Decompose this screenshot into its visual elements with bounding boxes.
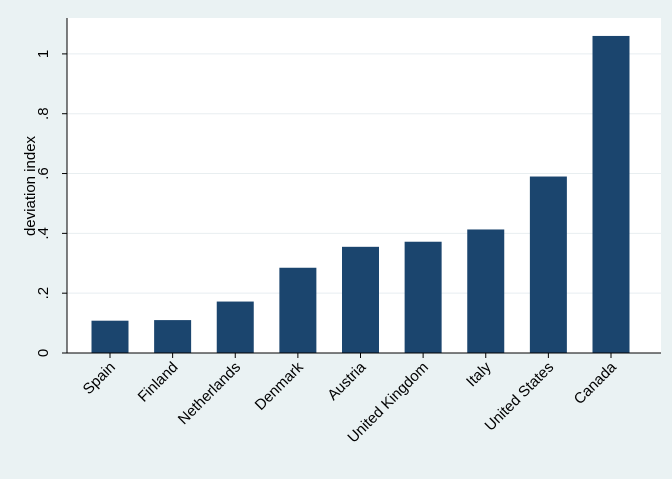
bar bbox=[279, 267, 317, 353]
y-tick-label: 1 bbox=[35, 50, 52, 58]
bar bbox=[404, 241, 442, 353]
x-tick-label: Finland bbox=[135, 359, 182, 406]
bar bbox=[342, 246, 379, 353]
y-axis-label: deviation index bbox=[22, 135, 39, 236]
x-tick-label: Spain bbox=[80, 359, 119, 398]
bar bbox=[592, 35, 630, 353]
y-tick-label: .6 bbox=[35, 167, 52, 180]
bar bbox=[467, 229, 505, 353]
x-tick-label: Canada bbox=[571, 358, 621, 408]
y-tick-label: 0 bbox=[35, 349, 52, 357]
x-tick-label: Italy bbox=[463, 358, 495, 390]
x-tick-label: Denmark bbox=[252, 358, 307, 413]
bar bbox=[91, 320, 129, 353]
bar bbox=[216, 301, 254, 353]
x-tick-label: Austria bbox=[324, 358, 369, 403]
y-axis-ticks: 0 .2 .4 .6 .8 1 bbox=[35, 50, 67, 357]
bar bbox=[529, 176, 567, 353]
bars bbox=[91, 35, 630, 353]
x-tick-label: Netherlands bbox=[175, 359, 244, 428]
y-tick-label: .8 bbox=[35, 107, 52, 120]
y-tick-label: .2 bbox=[35, 287, 52, 300]
y-tick-label: .4 bbox=[35, 227, 52, 240]
bar bbox=[154, 320, 192, 353]
